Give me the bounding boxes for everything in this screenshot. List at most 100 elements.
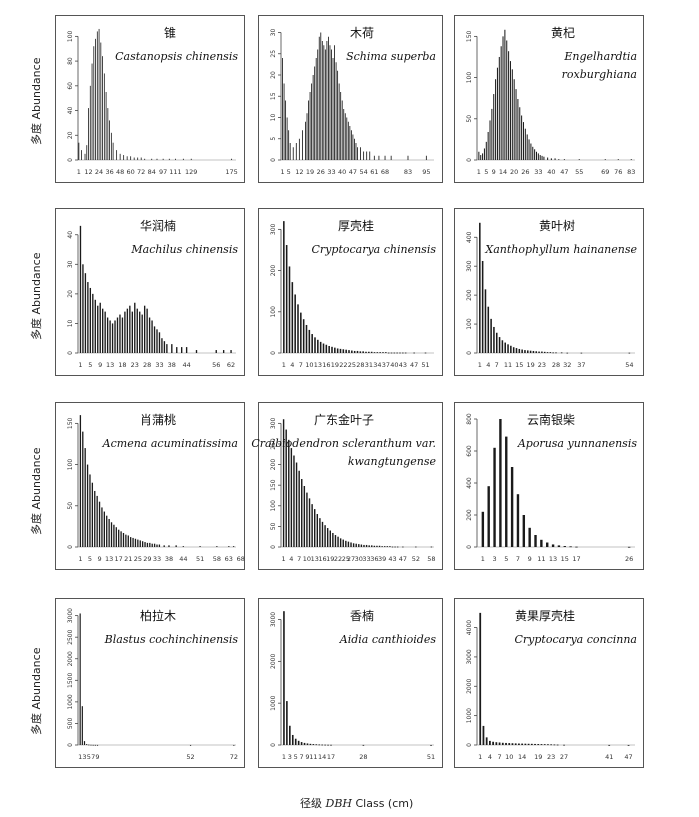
bar bbox=[386, 546, 389, 547]
x-tick-label: 7 bbox=[300, 753, 304, 761]
x-tick-label: 5 bbox=[294, 753, 298, 761]
bar bbox=[83, 741, 86, 745]
bar bbox=[376, 545, 378, 547]
panel-cryptocarya-concinna: 0 1000 2000 3000 4000 1 4 7 10 14 19 23 27 41 47 黄果厚壳桂 C… bbox=[454, 598, 644, 768]
bar bbox=[345, 540, 347, 547]
bar bbox=[105, 92, 107, 160]
bar bbox=[373, 352, 376, 353]
bar bbox=[293, 455, 295, 547]
bar bbox=[382, 352, 384, 353]
x-tick-label: 7 bbox=[91, 753, 95, 761]
bar bbox=[88, 744, 90, 746]
bar bbox=[298, 470, 300, 547]
x-tick-label: 40 bbox=[547, 168, 555, 176]
bar bbox=[289, 725, 291, 745]
x-tick-label: 5 bbox=[504, 555, 508, 563]
y-tick-label: 2000 bbox=[466, 678, 473, 693]
y-tick-label: 2500 bbox=[67, 629, 74, 644]
bar bbox=[502, 36, 504, 161]
bar bbox=[413, 352, 415, 354]
x-tick-label: 1 bbox=[78, 555, 82, 563]
x-tick-label: 4 bbox=[289, 555, 293, 563]
species-chinese-name: 锥 bbox=[163, 26, 176, 40]
y-tick-label: 30 bbox=[67, 260, 74, 268]
x-tick-label: 72 bbox=[230, 753, 238, 761]
x-tick-label: 33 bbox=[362, 555, 370, 563]
species-chinese-name: 木荷 bbox=[349, 26, 374, 40]
species-chinese-name: 柏拉木 bbox=[139, 609, 176, 623]
y-tick-label: 150 bbox=[466, 30, 473, 42]
bar bbox=[350, 542, 352, 547]
y-tick-label: 300 bbox=[466, 260, 473, 272]
bar bbox=[362, 744, 365, 746]
bar bbox=[151, 543, 153, 547]
bar bbox=[501, 742, 504, 745]
bar bbox=[534, 149, 536, 160]
bar bbox=[511, 69, 513, 160]
bar bbox=[356, 350, 359, 353]
y-tick-label: 0 bbox=[67, 158, 74, 162]
x-tick-label: 129 bbox=[185, 168, 197, 176]
bar bbox=[355, 143, 357, 160]
bar bbox=[102, 56, 103, 160]
species-latin-name: Engelhardtia bbox=[564, 50, 637, 63]
bar bbox=[156, 544, 158, 547]
bar bbox=[89, 85, 91, 160]
bar bbox=[306, 492, 308, 547]
panel-xanthophyllum: 0 100 200 300 400 1 4 7 11 15 19 23 28 32 37 54 黄叶树 Xanth… bbox=[454, 208, 644, 376]
bar bbox=[123, 155, 125, 160]
bar bbox=[312, 75, 314, 160]
x-tick-label: 47 bbox=[624, 753, 632, 761]
bar bbox=[513, 79, 515, 160]
y-axis-label-row4: 多度 Abundance bbox=[30, 647, 43, 735]
bar bbox=[96, 31, 98, 160]
bar bbox=[331, 346, 333, 353]
x-tick-label: 5 bbox=[87, 753, 91, 761]
bar bbox=[119, 153, 121, 160]
bar bbox=[94, 744, 96, 746]
bar bbox=[515, 348, 518, 353]
bar bbox=[517, 99, 519, 160]
bar bbox=[233, 744, 235, 746]
histogram-plot: 0 1000 2000 3000 1 3 5 7 9 11 14 17 28 51 bbox=[270, 611, 435, 761]
bar bbox=[510, 345, 512, 353]
bar bbox=[319, 341, 322, 353]
y-tick-label: 50 bbox=[466, 115, 473, 123]
x-tick-label: 17 bbox=[572, 555, 580, 563]
bar bbox=[487, 131, 489, 160]
y-tick-label: 10 bbox=[270, 114, 277, 122]
bar bbox=[489, 740, 491, 745]
x-tick-label: 15 bbox=[515, 361, 523, 369]
x-tick-label: 55 bbox=[575, 168, 583, 176]
y-tick-label: 100 bbox=[270, 306, 277, 318]
bar bbox=[81, 706, 83, 745]
bar bbox=[360, 544, 363, 547]
x-tick-label: 9 bbox=[97, 555, 101, 563]
y-tick-label: 0 bbox=[67, 351, 74, 355]
bar bbox=[341, 100, 343, 160]
bar bbox=[357, 147, 358, 160]
bar bbox=[98, 28, 100, 161]
bar bbox=[546, 542, 549, 547]
bar bbox=[627, 546, 631, 548]
x-tick-label: 28 bbox=[359, 753, 367, 761]
histogram-plot: 0 100 200 300 400 1 4 7 11 15 19 23 28 32 37 54 bbox=[466, 222, 635, 369]
x-tick-label: 14 bbox=[518, 753, 526, 761]
x-tick-label: 61 bbox=[370, 168, 378, 176]
bar bbox=[563, 159, 565, 160]
bar bbox=[190, 158, 192, 160]
panel-cryptocarya-chinensis: 0 100 200 300 1 4 7 10 13 16 19 22 25 28 31 34 37 40 43 47 5… bbox=[258, 208, 443, 376]
bar bbox=[291, 282, 294, 353]
x-tick-label: 32 bbox=[563, 361, 571, 369]
bar bbox=[311, 504, 313, 547]
y-tick-label: 100 bbox=[466, 72, 473, 84]
bar bbox=[153, 543, 156, 547]
bar bbox=[168, 545, 170, 547]
bar bbox=[340, 92, 342, 160]
x-tick-label: 11 bbox=[537, 555, 545, 563]
bar bbox=[288, 130, 290, 160]
x-tick-label: 1 bbox=[282, 361, 286, 369]
y-tick-label: 100 bbox=[67, 459, 74, 471]
y-tick-label: 80 bbox=[67, 57, 74, 65]
